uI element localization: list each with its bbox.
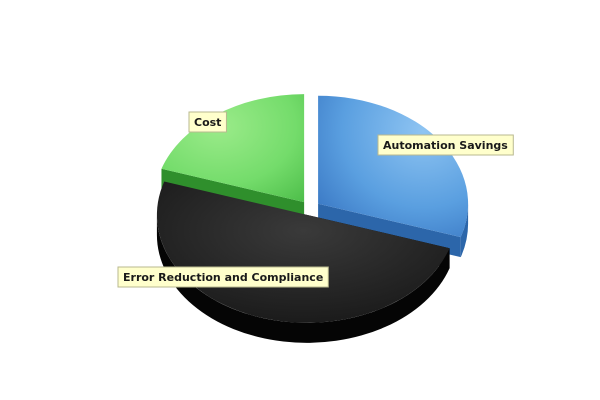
svg-text:Cost: Cost [194, 116, 221, 129]
svg-text:Automation Savings: Automation Savings [383, 139, 508, 152]
slice-label-automation-savings: Automation Savings [377, 134, 514, 156]
svg-text:Error Reduction and Compliance: Error Reduction and Compliance [123, 271, 323, 284]
slice-label-cost: Cost [188, 111, 227, 133]
slice-automation-savings[interactable] [318, 95, 469, 238]
slice-cost[interactable] [161, 94, 305, 203]
slice-label-error-reduction-and-compliance: Error Reduction and Compliance [117, 266, 329, 288]
